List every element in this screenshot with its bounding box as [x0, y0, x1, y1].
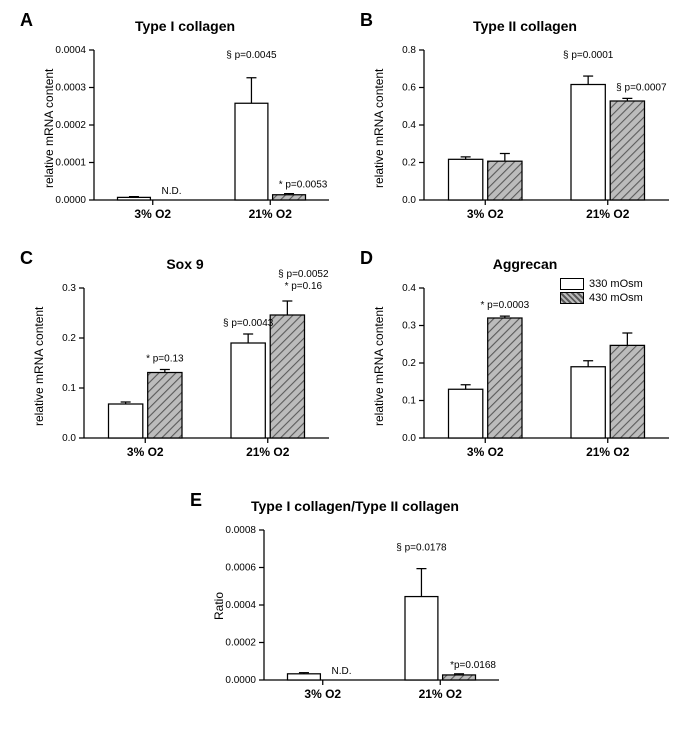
- y-tick-label: 0.0006: [225, 563, 256, 574]
- annotation: * p=0.16: [285, 281, 323, 292]
- y-tick-label: 0.0000: [225, 675, 256, 686]
- annotation: § p=0.0007: [616, 82, 667, 93]
- legend: 330 mOsm 430 mOsm: [560, 278, 643, 306]
- chart-svg: 0.0 0.1 0.2 0.3 3% O2 21% O2 * p=0.13 § p=0.004…: [20, 248, 350, 468]
- legend-swatch: [560, 292, 584, 304]
- bar: [449, 389, 483, 438]
- panel-title: Aggrecan: [360, 256, 690, 272]
- annotation: § p=0.0001: [563, 50, 614, 61]
- y-tick-label: 0.0003: [55, 83, 86, 94]
- bar: [571, 367, 605, 438]
- legend-item: 430 mOsm: [560, 292, 643, 304]
- annotation: § p=0.0178: [396, 543, 447, 554]
- y-tick-label: 0.0: [402, 195, 416, 206]
- x-group-label: 21% O2: [249, 207, 293, 221]
- y-tick-label: 0.4: [402, 120, 416, 131]
- panel-title: Type I collagen/Type II collagen: [190, 498, 520, 514]
- bar: [288, 674, 321, 680]
- y-axis-label: relative mRNA content: [42, 69, 56, 188]
- chart-svg: 0.0000 0.0001 0.0002 0.0003 0.0004 3% O2 21% O…: [20, 10, 350, 230]
- y-axis-label: relative mRNA content: [32, 307, 46, 426]
- y-axis-label: relative mRNA content: [372, 307, 386, 426]
- y-tick-label: 0.1: [402, 396, 416, 407]
- bar: [231, 343, 265, 438]
- y-tick-label: 0.8: [402, 45, 416, 56]
- bar: [273, 195, 306, 200]
- x-group-label: 3% O2: [467, 445, 504, 459]
- y-tick-label: 0.0008: [225, 525, 256, 536]
- y-tick-label: 0.2: [62, 333, 76, 344]
- x-group-label: 3% O2: [134, 207, 171, 221]
- x-group-label: 21% O2: [246, 445, 290, 459]
- x-group-label: 3% O2: [304, 687, 341, 701]
- x-group-label: 21% O2: [419, 687, 463, 701]
- y-tick-label: 0.0: [62, 433, 76, 444]
- legend-swatch: [560, 278, 584, 290]
- annotation: § p=0.0043: [223, 318, 274, 329]
- chart-svg: 0.0 0.2 0.4 0.6 0.8 3% O2 21% O2 § p=0.0001 § p=…: [360, 10, 690, 230]
- y-tick-label: 0.0000: [55, 195, 86, 206]
- y-tick-label: 0.6: [402, 83, 416, 94]
- bar: [148, 373, 182, 439]
- x-group-label: 3% O2: [127, 445, 164, 459]
- bar: [488, 161, 522, 200]
- x-group-label: 3% O2: [467, 207, 504, 221]
- y-tick-label: 0.3: [62, 283, 76, 294]
- bar: [610, 101, 644, 200]
- annotation: * p=0.13: [146, 354, 184, 365]
- panel-B: BType II collagenrelative mRNA content0.…: [360, 10, 690, 230]
- y-tick-label: 0.2: [402, 358, 416, 369]
- bar: [610, 345, 644, 438]
- bar: [488, 318, 522, 438]
- bar: [443, 675, 476, 680]
- annotation: N.D.: [332, 666, 352, 677]
- panel-E: EType I collagen/Type II collagenRatio0.…: [190, 490, 520, 720]
- y-tick-label: 0.0004: [225, 600, 256, 611]
- y-tick-label: 0.0: [402, 433, 416, 444]
- y-tick-label: 0.0004: [55, 45, 86, 56]
- bar: [270, 315, 304, 438]
- bar: [109, 404, 143, 438]
- y-tick-label: 0.4: [402, 283, 416, 294]
- bar: [235, 103, 268, 200]
- y-tick-label: 0.3: [402, 321, 416, 332]
- x-group-label: 21% O2: [586, 445, 630, 459]
- panel-A: AType I collagenrelative mRNA content0.0…: [20, 10, 350, 230]
- y-tick-label: 0.2: [402, 158, 416, 169]
- annotation: * p=0.0003: [481, 300, 530, 311]
- annotation: * p=0.0053: [279, 180, 328, 191]
- annotation: § p=0.0045: [226, 50, 277, 61]
- bar: [118, 197, 151, 200]
- y-tick-label: 0.1: [62, 383, 76, 394]
- y-axis-label: relative mRNA content: [372, 69, 386, 188]
- panel-title: Type I collagen: [20, 18, 350, 34]
- panel-title: Sox 9: [20, 256, 350, 272]
- bar: [405, 597, 438, 680]
- y-axis-label: Ratio: [212, 592, 226, 620]
- legend-item: 330 mOsm: [560, 278, 643, 290]
- chart-svg: 0.0000 0.0002 0.0004 0.0006 0.0008 3% O2 21% O…: [190, 490, 520, 720]
- annotation: N.D.: [162, 186, 182, 197]
- annotation: *p=0.0168: [450, 660, 496, 671]
- x-group-label: 21% O2: [586, 207, 630, 221]
- y-tick-label: 0.0002: [55, 120, 86, 131]
- bar: [571, 85, 605, 201]
- legend-label: 330 mOsm: [589, 278, 643, 290]
- legend-label: 430 mOsm: [589, 292, 643, 304]
- bar: [449, 159, 483, 200]
- panel-C: CSox 9relative mRNA content0.00.10.20.33…: [20, 248, 350, 468]
- panel-title: Type II collagen: [360, 18, 690, 34]
- y-tick-label: 0.0001: [55, 158, 86, 169]
- y-tick-label: 0.0002: [225, 638, 256, 649]
